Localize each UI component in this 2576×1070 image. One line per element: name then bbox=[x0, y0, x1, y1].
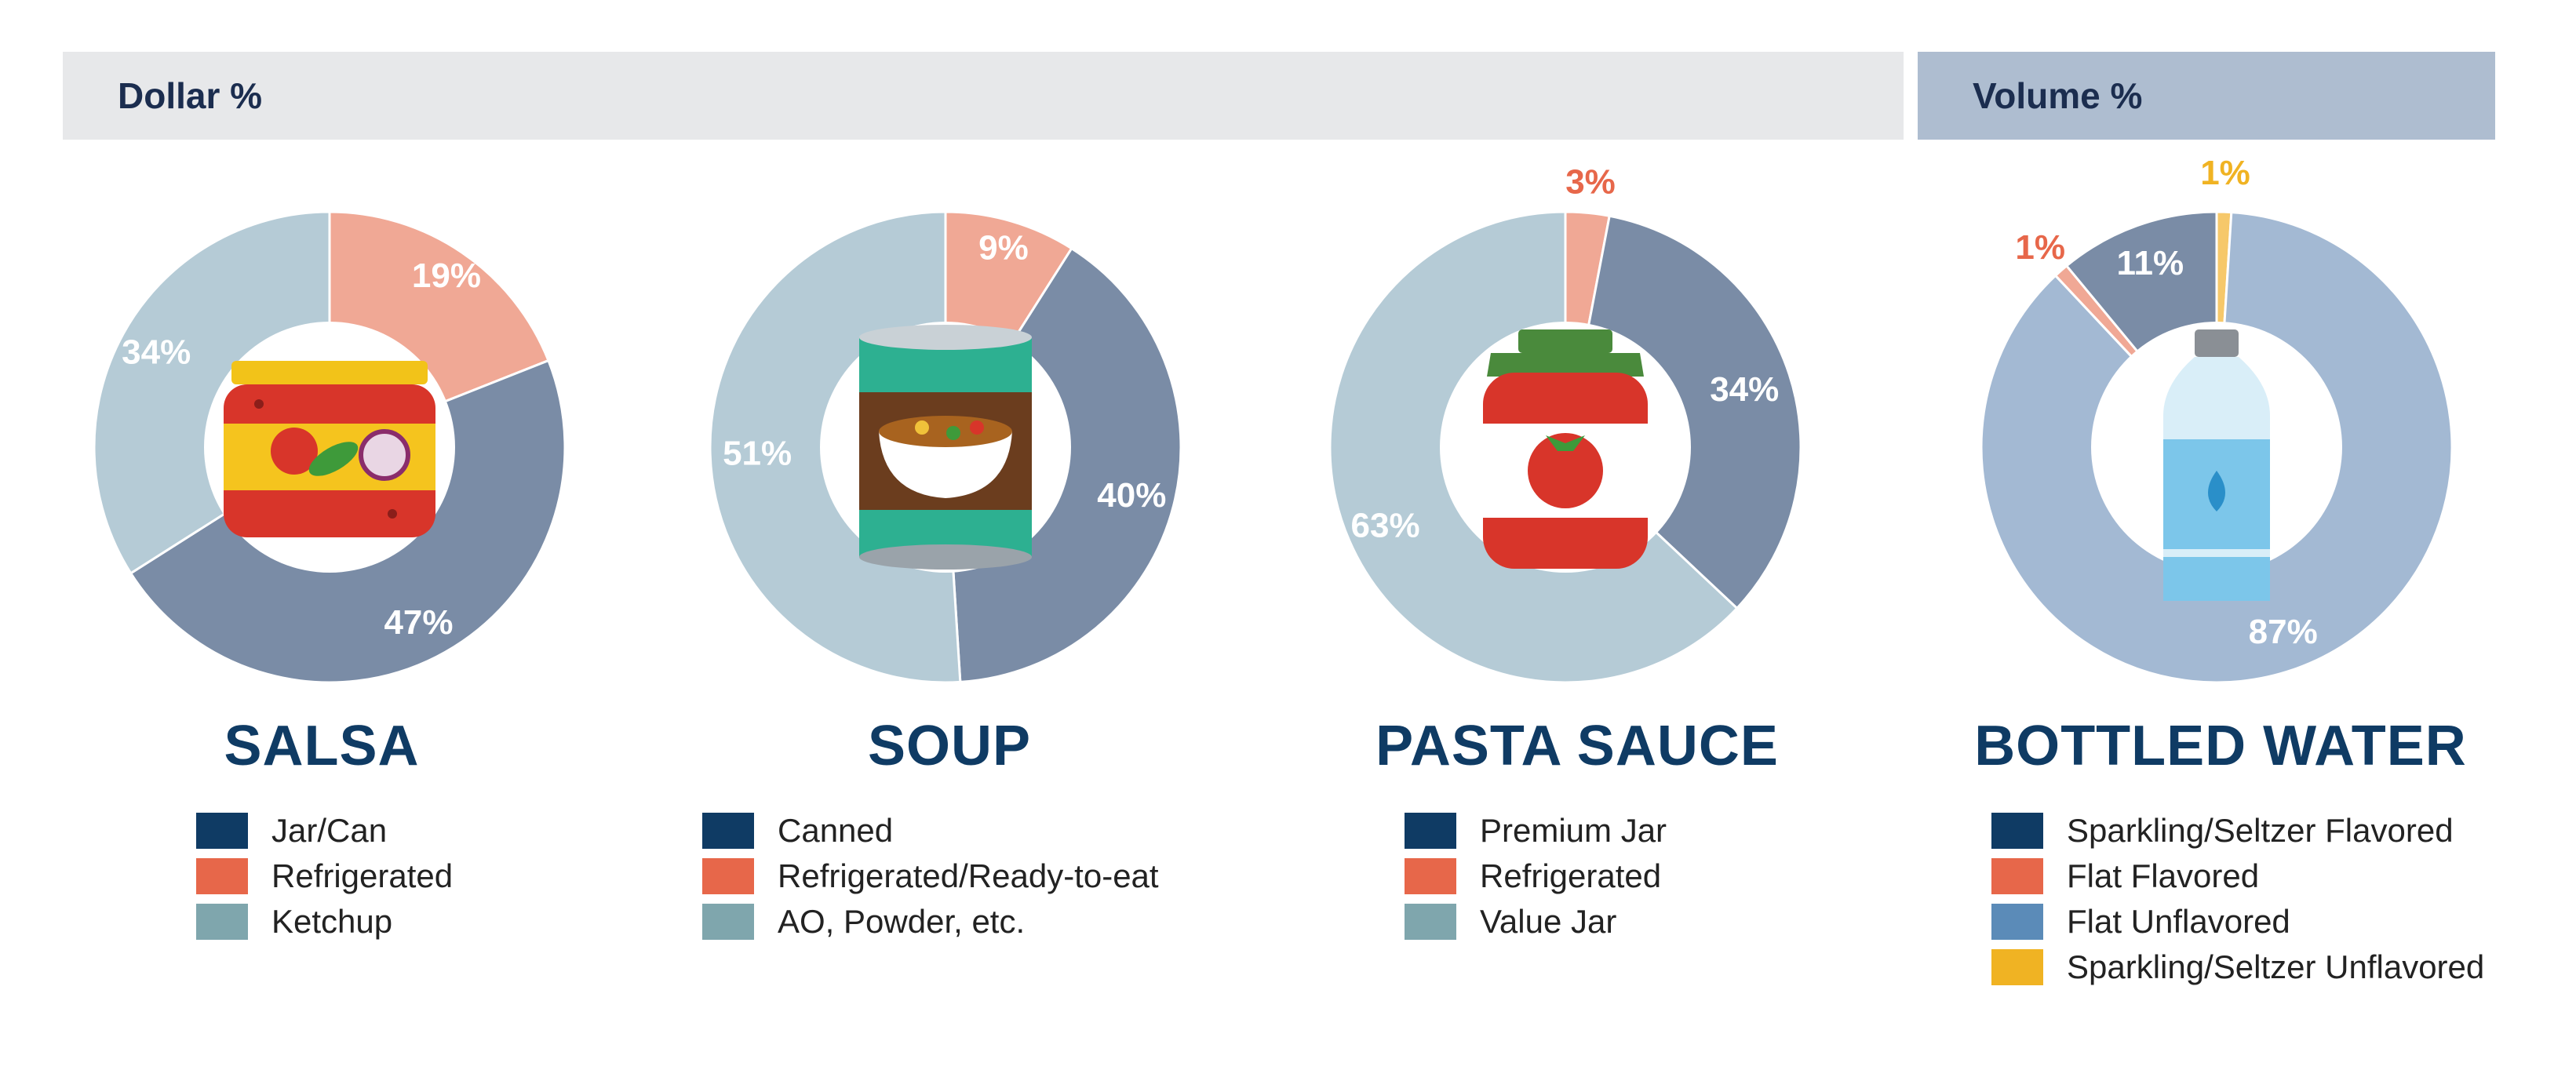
legend: Premium Jar Refrigerated Value Jar bbox=[1405, 808, 1667, 944]
legend-swatch bbox=[1405, 858, 1456, 894]
legend-label: Refrigerated bbox=[271, 857, 454, 894]
legend: Canned Refrigerated/Ready-to-eat AO, Powde… bbox=[702, 808, 1159, 944]
legend-label: Refrigerated bbox=[1480, 857, 1662, 894]
legend-item: Canned bbox=[702, 808, 1159, 853]
slice-percent-label: 87% bbox=[2249, 613, 2318, 651]
donut-svg: 9% 40% 51% bbox=[709, 210, 1182, 684]
slice-percent-label: 51% bbox=[723, 435, 792, 473]
legend-label: AO, Powder, etc. bbox=[778, 903, 1026, 940]
soup-can-icon bbox=[859, 325, 1032, 570]
dollar-percent-header: Dollar % bbox=[63, 52, 1904, 140]
slice-percent-label: 63% bbox=[1351, 506, 1420, 544]
slice-percent-label: 40% bbox=[1097, 476, 1166, 515]
legend-item: Flat Flavored bbox=[1991, 853, 2484, 899]
legend-swatch bbox=[1405, 813, 1456, 849]
water-bottle-icon bbox=[2163, 329, 2270, 601]
salsa-jar-icon bbox=[224, 361, 435, 537]
legend-label: Premium Jar bbox=[1480, 812, 1667, 849]
salsa-donut-chart: 19% 47% 34% SALSA Jar/Can Refrigerated Ketch… bbox=[0, 0, 643, 1070]
soup-donut-chart: 9% 40% 51% SOUP Canned Refrigerated/Ready-t… bbox=[628, 0, 1271, 1070]
legend-item: Ketchup bbox=[196, 899, 453, 944]
legend-swatch bbox=[702, 813, 754, 849]
volume-percent-label: Volume % bbox=[1973, 75, 2143, 116]
bottled-water-donut-chart: 1% 87% 1% 11% BOTTLED WATER Sparkling/Seltz… bbox=[1899, 0, 2542, 1070]
legend-label: Ketchup bbox=[271, 903, 393, 940]
legend-item: Refrigerated bbox=[1405, 853, 1667, 899]
legend-label: Flat Flavored bbox=[2067, 857, 2260, 894]
legend-swatch bbox=[1991, 858, 2043, 894]
legend-item: Value Jar bbox=[1405, 899, 1667, 944]
slice-percent-label: 34% bbox=[1710, 370, 1779, 409]
legend-item: Refrigerated bbox=[196, 853, 453, 899]
legend: Jar/Can Refrigerated Ketchup bbox=[196, 808, 453, 944]
legend-label: Sparkling/Seltzer Unflavored bbox=[2067, 948, 2485, 985]
slice-percent-label: 34% bbox=[122, 333, 191, 372]
legend-item: Refrigerated/Ready-to-eat bbox=[702, 853, 1159, 899]
donut-svg: 3% 34% 63% bbox=[1328, 163, 1802, 684]
donut-svg: 19% 47% 34% bbox=[93, 210, 567, 684]
legend: Sparkling/Seltzer Flavored Flat Flavored F… bbox=[1991, 808, 2484, 990]
slice-percent-label: 1% bbox=[2015, 228, 2065, 267]
legend-swatch bbox=[196, 858, 248, 894]
slice-percent-label: 9% bbox=[978, 229, 1029, 268]
pasta-sauce-jar-icon bbox=[1483, 329, 1648, 569]
dollar-percent-label: Dollar % bbox=[118, 75, 263, 116]
legend-swatch bbox=[1991, 813, 2043, 849]
slice-percent-label: 11% bbox=[2116, 244, 2184, 282]
legend-label: Flat Unflavored bbox=[2067, 903, 2290, 940]
slice-percent-label: 47% bbox=[384, 603, 453, 642]
legend-swatch bbox=[1405, 904, 1456, 940]
legend-item: Sparkling/Seltzer Unflavored bbox=[1991, 944, 2484, 990]
legend-label: Refrigerated/Ready-to-eat bbox=[778, 857, 1159, 894]
legend-label: Canned bbox=[778, 812, 894, 849]
chart-title: BOTTLED WATER bbox=[1974, 715, 2467, 777]
donut-svg: 1% 87% 1% 11% bbox=[1980, 154, 2454, 684]
legend-swatch bbox=[702, 904, 754, 940]
pasta-sauce-donut-chart: 3% 34% 63% PASTA SAUCE Premium Jar Refriger… bbox=[1255, 0, 1899, 1070]
legend-swatch bbox=[196, 813, 248, 849]
legend-item: AO, Powder, etc. bbox=[702, 899, 1159, 944]
chart-title: SALSA bbox=[224, 715, 420, 777]
legend-swatch bbox=[702, 858, 754, 894]
legend-swatch bbox=[196, 904, 248, 940]
legend-item: Flat Unflavored bbox=[1991, 899, 2484, 944]
legend-item: Sparkling/Seltzer Flavored bbox=[1991, 808, 2484, 853]
legend-swatch bbox=[1991, 904, 2043, 940]
slice-percent-label: 3% bbox=[1565, 163, 1616, 202]
legend-label: Sparkling/Seltzer Flavored bbox=[2067, 812, 2454, 849]
chart-title: SOUP bbox=[867, 715, 1032, 777]
legend-item: Jar/Can bbox=[196, 808, 453, 853]
legend-label: Value Jar bbox=[1480, 903, 1617, 940]
volume-percent-header: Volume % bbox=[1918, 52, 2495, 140]
slice-percent-label: 19% bbox=[412, 257, 481, 295]
legend-item: Premium Jar bbox=[1405, 808, 1667, 853]
slice-percent-label: 1% bbox=[2200, 154, 2250, 192]
legend-label: Jar/Can bbox=[271, 812, 388, 849]
chart-title: PASTA SAUCE bbox=[1375, 715, 1779, 777]
legend-swatch bbox=[1991, 949, 2043, 985]
